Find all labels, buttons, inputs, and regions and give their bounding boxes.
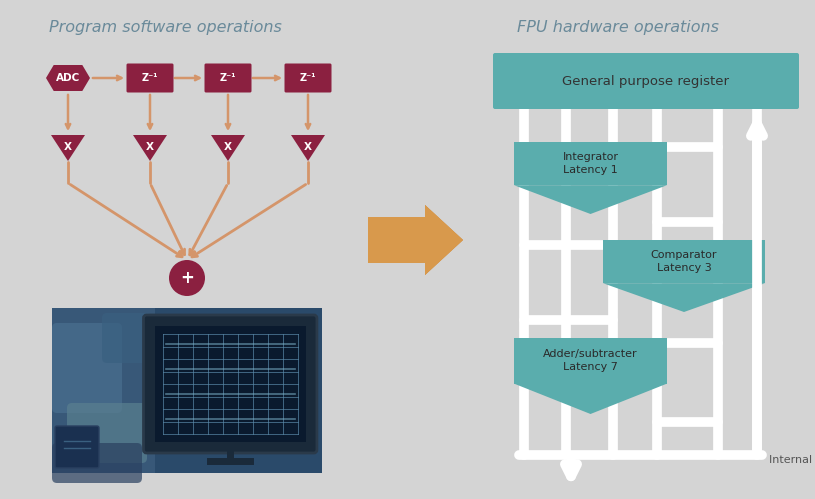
FancyBboxPatch shape xyxy=(205,63,252,92)
Text: Adder/subtracter
Latency 7: Adder/subtracter Latency 7 xyxy=(543,349,638,372)
Text: Z⁻¹: Z⁻¹ xyxy=(142,73,158,83)
FancyBboxPatch shape xyxy=(67,403,147,463)
Polygon shape xyxy=(133,135,167,161)
Text: FPU hardware operations: FPU hardware operations xyxy=(517,19,719,34)
Polygon shape xyxy=(603,283,765,312)
Text: ADC: ADC xyxy=(56,73,80,83)
Polygon shape xyxy=(46,65,90,91)
Polygon shape xyxy=(368,205,463,275)
FancyBboxPatch shape xyxy=(126,63,174,92)
FancyBboxPatch shape xyxy=(52,308,155,473)
Text: Program software operations: Program software operations xyxy=(49,19,281,34)
Circle shape xyxy=(169,260,205,296)
Polygon shape xyxy=(51,135,85,161)
FancyBboxPatch shape xyxy=(143,315,317,453)
FancyBboxPatch shape xyxy=(284,63,332,92)
Text: Comparator
Latency 3: Comparator Latency 3 xyxy=(650,250,717,273)
Text: Z⁻¹: Z⁻¹ xyxy=(300,73,316,83)
FancyBboxPatch shape xyxy=(52,308,322,473)
Text: X: X xyxy=(64,142,72,152)
Text: General purpose register: General purpose register xyxy=(562,74,729,87)
Text: Internal bus: Internal bus xyxy=(769,455,815,465)
FancyBboxPatch shape xyxy=(155,326,306,442)
FancyBboxPatch shape xyxy=(514,338,667,384)
Polygon shape xyxy=(291,135,325,161)
Polygon shape xyxy=(514,384,667,414)
Text: +: + xyxy=(180,269,194,287)
FancyBboxPatch shape xyxy=(493,53,799,109)
FancyBboxPatch shape xyxy=(102,313,152,363)
FancyBboxPatch shape xyxy=(603,240,765,283)
Text: Z⁻¹: Z⁻¹ xyxy=(220,73,236,83)
Polygon shape xyxy=(514,185,667,214)
Polygon shape xyxy=(211,135,245,161)
Text: Integrator
Latency 1: Integrator Latency 1 xyxy=(562,152,619,175)
FancyBboxPatch shape xyxy=(52,443,142,483)
FancyBboxPatch shape xyxy=(52,323,122,413)
FancyBboxPatch shape xyxy=(55,426,99,468)
Polygon shape xyxy=(368,205,463,275)
Text: X: X xyxy=(304,142,312,152)
Polygon shape xyxy=(368,205,463,275)
FancyBboxPatch shape xyxy=(514,142,667,185)
Text: X: X xyxy=(224,142,232,152)
Text: X: X xyxy=(146,142,154,152)
